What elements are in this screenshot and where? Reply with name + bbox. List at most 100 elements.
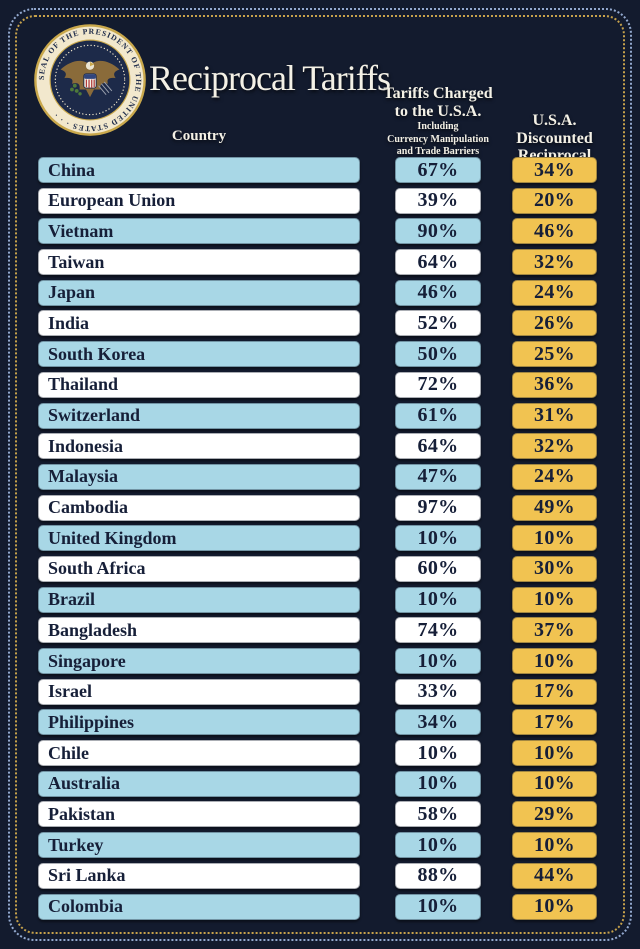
country-cell: Taiwan — [38, 249, 360, 276]
tariff-charged-cell: 10% — [395, 648, 481, 674]
table-row: Israel 33% 17% — [38, 678, 602, 705]
tariff-charged-cell: 97% — [395, 494, 481, 521]
charged-header-sub1: Including — [417, 121, 459, 132]
tariff-charged-cell: 10% — [395, 770, 481, 797]
discounted-tariff-cell: 10% — [512, 525, 597, 552]
table-row: Taiwan 64% 32% — [38, 249, 602, 276]
discounted-tariff-cell: 10% — [512, 648, 597, 674]
country-cell: Japan — [38, 279, 360, 306]
discounted-tariff-cell: 17% — [512, 678, 597, 705]
tariff-charged-cell: 88% — [395, 862, 481, 889]
table-row: Brazil 10% 10% — [38, 586, 602, 613]
table-row: Chile 10% 10% — [38, 740, 602, 767]
table-row: Singapore 10% 10% — [38, 648, 602, 674]
table-row: India 52% 26% — [38, 310, 602, 337]
charged-header-line2: to the U.S.A. — [394, 102, 482, 120]
column-header-country: Country — [171, 128, 227, 144]
table-row: Colombia 10% 10% — [38, 893, 602, 920]
table-row: Sri Lanka 88% 44% — [38, 862, 602, 889]
discounted-tariff-cell: 24% — [512, 463, 597, 490]
country-cell: European Union — [38, 187, 360, 214]
table-row: Japan 46% 24% — [38, 279, 602, 306]
country-cell: Sri Lanka — [38, 862, 360, 889]
charged-header-line1: Tariffs Charged — [383, 85, 493, 102]
table-row: United Kingdom 10% 10% — [38, 525, 602, 552]
tariff-charged-cell: 10% — [395, 586, 481, 613]
tariff-table: China 67% 34% European Union 39% 20% Vie… — [38, 157, 602, 920]
country-cell: Turkey — [38, 832, 360, 859]
tariff-charged-cell: 47% — [395, 463, 481, 490]
discounted-tariff-cell: 31% — [512, 402, 597, 429]
table-row: Indonesia 64% 32% — [38, 433, 602, 460]
table-row: South Africa 60% 30% — [38, 555, 602, 582]
seal-star-ring — [54, 44, 126, 116]
discounted-tariff-cell: 34% — [512, 157, 597, 183]
discounted-tariff-cell: 10% — [512, 832, 597, 859]
discounted-tariff-cell: 32% — [512, 249, 597, 276]
discounted-tariff-cell: 32% — [512, 433, 597, 460]
country-cell: Colombia — [38, 893, 360, 920]
tariff-charged-cell: 64% — [395, 433, 481, 460]
country-cell: Israel — [38, 678, 360, 705]
discounted-tariff-cell: 10% — [512, 893, 597, 920]
country-cell: Philippines — [38, 709, 360, 736]
discounted-tariff-cell: 10% — [512, 770, 597, 797]
charged-header-sub2: Currency Manipulation — [387, 133, 489, 145]
country-cell: United Kingdom — [38, 525, 360, 552]
country-cell: South Africa — [38, 555, 360, 582]
country-cell: Cambodia — [38, 494, 360, 521]
discounted-tariff-cell: 10% — [512, 740, 597, 767]
table-row: Vietnam 90% 46% — [38, 218, 602, 245]
table-row: Cambodia 97% 49% — [38, 494, 602, 521]
tariff-charged-cell: 10% — [395, 740, 481, 767]
country-cell: Bangladesh — [38, 617, 360, 644]
tariff-charged-cell: 74% — [395, 617, 481, 644]
discounted-tariff-cell: 24% — [512, 279, 597, 306]
country-cell: Singapore — [38, 648, 360, 674]
country-cell: Pakistan — [38, 801, 360, 828]
country-cell: Thailand — [38, 371, 360, 398]
discounted-tariff-cell: 29% — [512, 801, 597, 828]
discounted-tariff-cell: 10% — [512, 586, 597, 613]
eagle-icon — [60, 60, 120, 98]
tariff-charged-cell: 10% — [395, 832, 481, 859]
discounted-tariff-cell: 36% — [512, 371, 597, 398]
table-row: Thailand 72% 36% — [38, 371, 602, 398]
presidential-seal-icon: SEAL OF THE PRESIDENT OF THE UNITED STAT… — [34, 24, 146, 136]
tariff-charged-cell: 33% — [395, 678, 481, 705]
tariff-charged-cell: 10% — [395, 893, 481, 920]
country-cell: India — [38, 310, 360, 337]
table-row: European Union 39% 20% — [38, 187, 602, 214]
tariff-charged-cell: 90% — [395, 218, 481, 245]
tariff-charged-cell: 46% — [395, 279, 481, 306]
table-row: Bangladesh 74% 37% — [38, 617, 602, 644]
table-row: South Korea 50% 25% — [38, 341, 602, 368]
discounted-tariff-cell: 49% — [512, 494, 597, 521]
discounted-header-line1: U.S.A. Discounted — [516, 112, 593, 147]
table-row: Pakistan 58% 29% — [38, 801, 602, 828]
country-cell: South Korea — [38, 341, 360, 368]
discounted-tariff-cell: 26% — [512, 310, 597, 337]
table-row: China 67% 34% — [38, 157, 602, 183]
discounted-tariff-cell: 44% — [512, 862, 597, 889]
country-cell: Switzerland — [38, 402, 360, 429]
table-row: Turkey 10% 10% — [38, 832, 602, 859]
tariff-charged-cell: 60% — [395, 555, 481, 582]
tariff-charged-cell: 52% — [395, 310, 481, 337]
discounted-tariff-cell: 17% — [512, 709, 597, 736]
column-header-tariffs-charged: Tariffs Charged to the U.S.A. Including … — [373, 85, 503, 158]
tariff-charged-cell: 39% — [395, 187, 481, 214]
discounted-tariff-cell: 46% — [512, 218, 597, 245]
country-cell: Australia — [38, 770, 360, 797]
tariff-charged-cell: 50% — [395, 341, 481, 368]
tariff-charged-cell: 67% — [395, 157, 481, 183]
charged-header-sub3: and Trade Barriers — [396, 146, 480, 157]
table-row: Switzerland 61% 31% — [38, 402, 602, 429]
discounted-tariff-cell: 20% — [512, 187, 597, 214]
tariff-charged-cell: 58% — [395, 801, 481, 828]
country-cell: Brazil — [38, 586, 360, 613]
country-cell: Vietnam — [38, 218, 360, 245]
discounted-tariff-cell: 37% — [512, 617, 597, 644]
table-row: Australia 10% 10% — [38, 770, 602, 797]
